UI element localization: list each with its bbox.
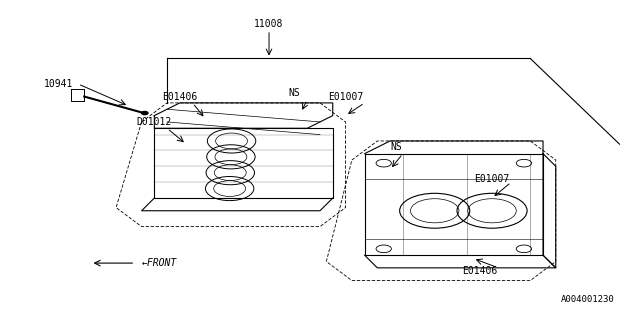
Text: E01406: E01406: [162, 92, 197, 101]
Text: A004001230: A004001230: [561, 295, 614, 304]
Text: ←FRONT: ←FRONT: [141, 258, 177, 268]
Text: D01012: D01012: [137, 117, 172, 127]
Circle shape: [141, 111, 148, 115]
Text: 10941: 10941: [44, 79, 74, 89]
Text: NS: NS: [289, 88, 300, 98]
Text: NS: NS: [390, 142, 403, 152]
Text: 11008: 11008: [254, 19, 284, 28]
Text: E01007: E01007: [474, 174, 509, 184]
Text: E01406: E01406: [461, 266, 497, 276]
Text: E01007: E01007: [328, 92, 363, 101]
